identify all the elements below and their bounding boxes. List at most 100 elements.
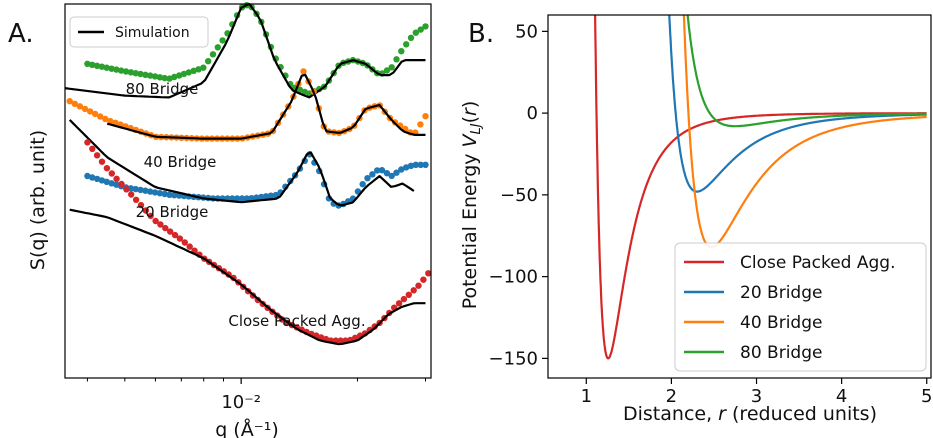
80-bridge-point xyxy=(132,70,139,77)
80-bridge-point xyxy=(214,44,221,51)
80-bridge-point xyxy=(383,67,391,74)
y-tick-label: −50 xyxy=(500,185,538,206)
80-bridge-point xyxy=(176,72,183,79)
close-packed-agg-point xyxy=(167,228,174,235)
20-bridge-point xyxy=(258,193,265,201)
close-packed-agg-point xyxy=(176,235,184,242)
20-bridge-point xyxy=(151,189,159,196)
x-tick-label: 3 xyxy=(751,386,762,407)
40-bridge-point xyxy=(81,105,89,113)
panel-a-ylabel: S(q) (arb. unit) xyxy=(27,130,49,270)
close-packed-agg-point xyxy=(410,287,417,294)
close-packed-agg-point xyxy=(420,276,427,283)
20-bridge-point xyxy=(171,192,178,199)
y-tick-label: 0 xyxy=(527,103,538,124)
20-bridge-point xyxy=(233,195,241,202)
panel-a-data xyxy=(64,1,432,346)
80-bridge-point xyxy=(393,56,400,63)
20-bridge-point xyxy=(84,172,91,180)
20-bridge-point xyxy=(253,194,260,201)
80-bridge-point xyxy=(398,48,405,55)
80-bridge-point xyxy=(142,71,149,79)
panel-b-curves xyxy=(594,15,927,360)
20-bridge-point xyxy=(262,193,270,200)
annotation-80-bridge: 80 Bridge xyxy=(126,80,199,98)
80-bridge-point xyxy=(93,62,101,69)
20-bridge-point xyxy=(403,164,410,171)
legend-label-20-bridge: 20 Bridge xyxy=(740,283,822,303)
20-bridge-point xyxy=(147,188,154,195)
80-bridge-point xyxy=(156,74,164,81)
close-packed-agg-sim-line xyxy=(69,208,426,346)
20-bridge-point xyxy=(93,175,101,183)
20-bridge-point xyxy=(272,191,279,199)
close-packed-agg-point xyxy=(113,175,120,182)
80-bridge-point xyxy=(118,67,125,74)
80-bridge-sim-line xyxy=(64,2,426,99)
40-bridge-point xyxy=(91,110,99,118)
close-packed-agg-point xyxy=(152,217,159,225)
20-bridge-point xyxy=(412,161,419,168)
legend-label-80-bridge: 80 Bridge xyxy=(740,343,822,363)
40-bridge-point xyxy=(102,115,109,123)
40-bridge-point xyxy=(417,121,424,128)
20-bridge-point xyxy=(113,181,120,188)
80-bridge-point xyxy=(412,29,419,36)
20-bridge-point xyxy=(166,191,173,198)
40-bridge-point xyxy=(300,68,307,75)
20-bridge-point xyxy=(267,192,275,199)
40-bridge-point xyxy=(107,117,114,125)
80-bridge-point xyxy=(388,64,395,71)
close-packed-agg-point xyxy=(186,243,193,250)
close-packed-agg-point xyxy=(171,231,179,239)
close-packed-agg-point xyxy=(415,282,422,289)
x-tick-label: 5 xyxy=(921,386,932,407)
close-packed-agg-point xyxy=(337,337,344,344)
40-bridge-point xyxy=(76,103,84,110)
80-bridge-point xyxy=(161,74,168,82)
80-bridge-point xyxy=(89,61,96,68)
x-tick-label: 1 xyxy=(581,386,592,407)
x-tick-label: 4 xyxy=(836,386,847,407)
20-bridge-point xyxy=(142,187,149,194)
close-packed-agg-point xyxy=(181,239,188,246)
20-bridge-point xyxy=(398,166,405,173)
40-bridge-point xyxy=(66,98,73,105)
close-packed-agg-point xyxy=(103,165,111,172)
40-bridge-sim-line xyxy=(106,73,426,140)
20-bridge-point xyxy=(393,169,400,176)
annotation-20-bridge: 20 Bridge xyxy=(136,203,209,221)
close-packed-agg-point xyxy=(137,201,145,209)
y-tick-label: −100 xyxy=(489,267,538,288)
close-packed-agg-point xyxy=(147,212,154,219)
20-bridge-point xyxy=(417,161,424,168)
80-bridge-point xyxy=(403,41,410,48)
panel-a-ticks: 10⁻² xyxy=(86,378,426,413)
panel-a: A. S(q) (arb. unit) q (Å⁻¹) 10⁻² 80 Brid… xyxy=(8,1,432,438)
close-packed-agg-point xyxy=(142,207,149,214)
40-bridge-point xyxy=(97,113,104,120)
close-packed-agg-point xyxy=(317,334,325,341)
legend-label-40-bridge: 40 Bridge xyxy=(740,313,822,333)
20-bridge-point xyxy=(132,185,139,193)
close-packed-agg-point xyxy=(89,145,96,152)
legend-label-close-packed-agg: Close Packed Agg. xyxy=(740,253,895,273)
80-bridge-point xyxy=(113,66,120,73)
panel-b-xlabel: Distance, r (reduced units) xyxy=(623,403,877,425)
legend-simulation-label: Simulation xyxy=(115,25,190,41)
annotation-close-packed-agg: Close Packed Agg. xyxy=(228,312,365,330)
annotation-40-bridge: 40 Bridge xyxy=(144,153,217,171)
80-bridge-point xyxy=(209,51,217,58)
legend-box xyxy=(674,242,927,372)
20-bridge-point xyxy=(98,177,106,184)
x-tick-label: 2 xyxy=(666,386,677,407)
20-bridge-point xyxy=(156,190,164,197)
40-bridge-point xyxy=(86,108,94,115)
x-tick-label: 10⁻² xyxy=(221,392,261,413)
panel-a-xlabel: q (Å⁻¹) xyxy=(215,418,279,438)
80-bridge-point xyxy=(122,68,130,75)
panel-b-legend: Close Packed Agg. 20 Bridge 40 Bridge 80 Br… xyxy=(674,242,927,372)
panel-b-data xyxy=(594,15,927,360)
